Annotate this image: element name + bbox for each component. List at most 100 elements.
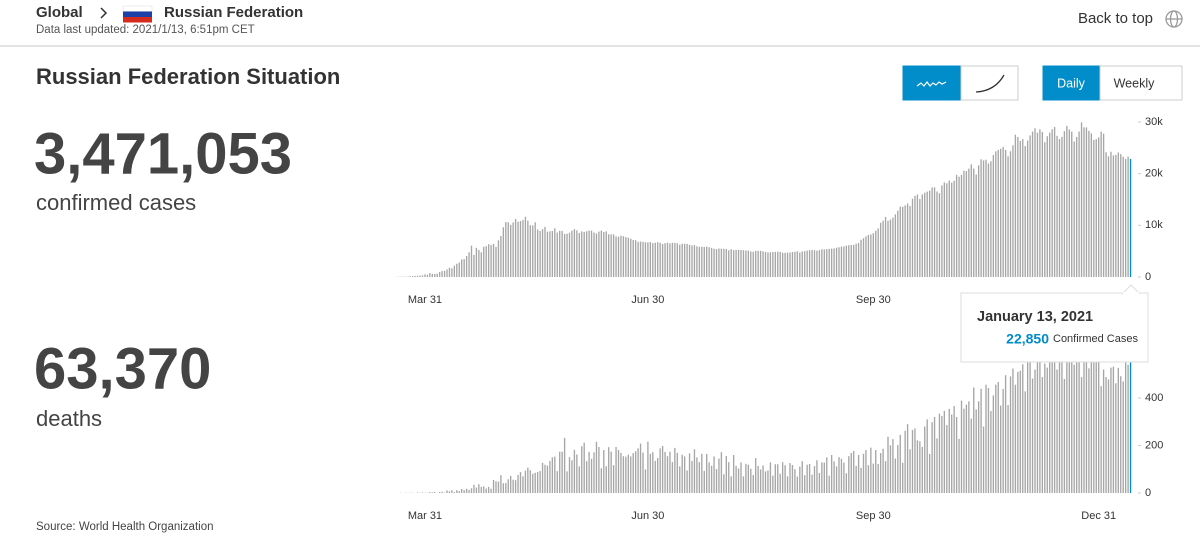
bar	[977, 401, 980, 493]
bar	[446, 269, 448, 277]
bar	[669, 451, 671, 493]
bar	[1056, 135, 1058, 277]
bar	[571, 460, 573, 493]
bar	[510, 224, 512, 277]
bar	[811, 474, 813, 493]
back-to-top[interactable]: Back to top	[1078, 10, 1153, 27]
breadcrumb-country: Russian Federation	[164, 4, 303, 21]
bar	[725, 455, 727, 493]
bar	[456, 263, 458, 277]
bar	[813, 466, 816, 493]
bar	[1102, 369, 1105, 493]
bar	[875, 450, 877, 493]
bar	[529, 470, 531, 493]
bar	[566, 471, 568, 493]
bar	[838, 247, 840, 277]
bar	[679, 244, 681, 277]
bar	[943, 410, 946, 493]
bar	[600, 230, 603, 277]
bar	[772, 252, 774, 277]
bar	[461, 259, 463, 277]
bar	[1098, 137, 1100, 277]
bar	[698, 462, 701, 493]
bar	[764, 471, 767, 493]
bar	[1063, 379, 1066, 493]
bar	[620, 452, 622, 493]
bar	[710, 247, 713, 277]
bar	[426, 274, 429, 277]
bar	[1044, 142, 1046, 277]
bar	[495, 481, 497, 493]
bar	[551, 457, 554, 493]
weekly-label[interactable]: Weekly	[1114, 76, 1156, 90]
bar	[882, 220, 884, 277]
bar	[1122, 156, 1124, 277]
bar	[742, 476, 745, 493]
bar	[794, 469, 796, 493]
cumulative-icon	[975, 74, 1005, 93]
breadcrumb-root[interactable]: Global	[36, 4, 83, 21]
linear-toggle[interactable]	[902, 65, 962, 101]
bar	[517, 221, 519, 277]
bar	[732, 250, 735, 277]
bar	[826, 457, 828, 493]
bar	[823, 249, 825, 277]
weekly-toggle[interactable]	[1099, 65, 1183, 101]
bar	[549, 460, 551, 493]
bar	[465, 488, 468, 493]
bar	[811, 250, 813, 277]
bar	[657, 458, 659, 493]
bar	[921, 446, 923, 493]
bar	[1078, 131, 1080, 277]
bar	[855, 243, 857, 277]
bar	[458, 262, 460, 277]
bar	[1029, 360, 1031, 493]
bar	[911, 430, 914, 493]
bar	[982, 160, 985, 277]
bar	[532, 225, 534, 277]
bar	[1053, 347, 1056, 493]
bar	[862, 238, 865, 277]
bar	[791, 464, 794, 493]
bar	[512, 222, 514, 277]
bar	[982, 426, 985, 493]
bar	[821, 249, 823, 277]
bar	[786, 476, 789, 493]
bar	[1034, 369, 1036, 493]
bar	[975, 174, 977, 277]
bar	[946, 425, 948, 493]
bar	[639, 241, 642, 277]
bar	[1117, 367, 1119, 493]
bar	[1068, 358, 1070, 493]
bar	[911, 198, 914, 277]
cumulative-toggle[interactable]	[960, 65, 1019, 101]
bar	[875, 230, 877, 277]
bar	[1058, 354, 1061, 493]
bar	[492, 243, 495, 277]
bar	[654, 460, 656, 493]
globe-icon[interactable]	[1165, 10, 1183, 28]
bar	[835, 466, 838, 493]
bar	[671, 242, 674, 277]
tooltip-label: Confirmed Cases	[1053, 333, 1138, 345]
bar	[664, 451, 666, 493]
daily-toggle[interactable]	[1042, 65, 1101, 101]
cases-label: confirmed cases	[36, 190, 196, 215]
bar	[456, 490, 458, 493]
bar	[799, 466, 801, 493]
daily-label[interactable]: Daily	[1057, 76, 1086, 90]
bar	[429, 492, 431, 493]
bar	[637, 448, 639, 493]
bar	[818, 473, 821, 493]
bar	[860, 467, 862, 493]
bar	[617, 236, 620, 277]
bar	[899, 206, 901, 277]
bar	[1066, 355, 1068, 493]
bar	[632, 453, 634, 493]
bar	[634, 451, 637, 493]
bar	[421, 275, 424, 277]
bar	[524, 470, 527, 493]
bar	[443, 270, 446, 277]
bar	[473, 484, 475, 493]
